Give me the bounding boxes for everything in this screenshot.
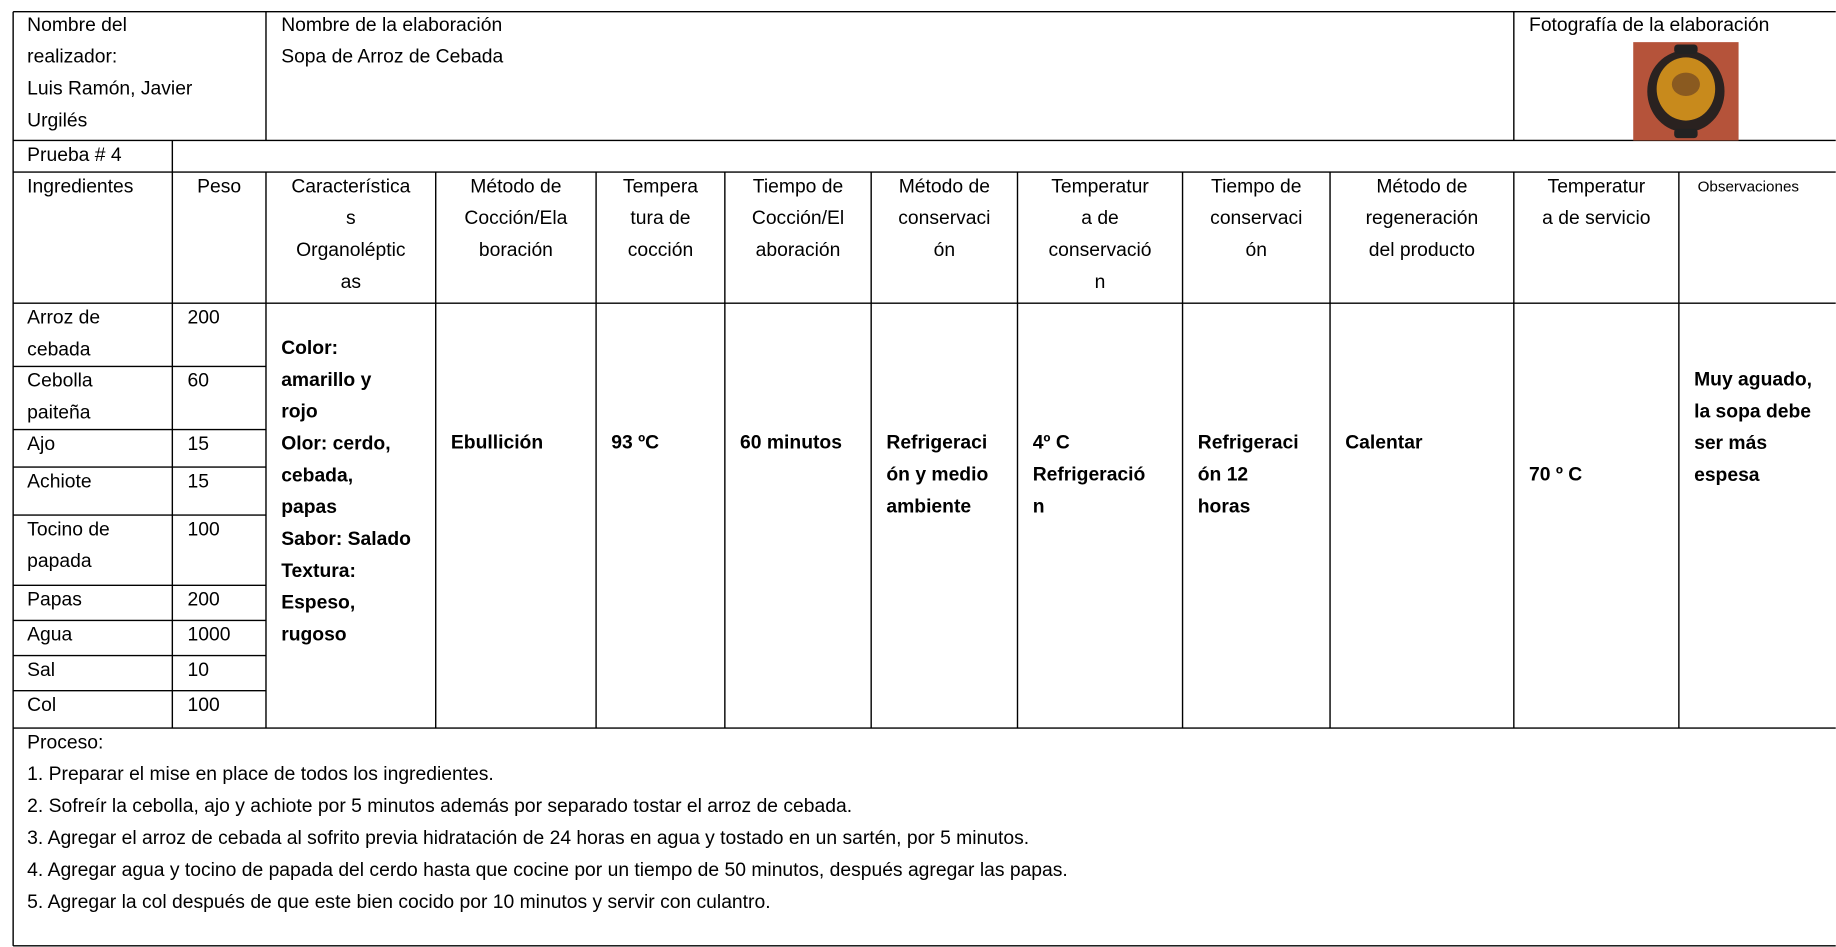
cooking-time: 60 minutos <box>740 433 842 454</box>
observations: ser más <box>1694 433 1767 454</box>
column-header: conservaci <box>1210 208 1302 229</box>
ingredient-weight: 15 <box>188 471 209 492</box>
column-header: boración <box>479 240 553 261</box>
organoleptic: Color: <box>281 338 338 359</box>
observations: Muy aguado, <box>1694 370 1812 391</box>
column-header: Tiempo de <box>753 176 843 197</box>
column-header: ón <box>1246 240 1267 261</box>
organoleptic: Textura: <box>281 561 356 582</box>
ingredient-weight: 200 <box>188 590 220 611</box>
ingredient-name: paiteña <box>27 403 91 424</box>
organoleptic: rojo <box>281 402 318 423</box>
column-header: Temperatur <box>1548 176 1646 197</box>
column-header: n <box>1095 272 1106 293</box>
column-header: Cocción/El <box>752 208 844 229</box>
column-header: Organoléptic <box>296 240 406 261</box>
column-header: a de <box>1081 208 1119 229</box>
organoleptic: Olor: cerdo, <box>281 433 390 454</box>
organoleptic: Espeso, <box>281 593 355 614</box>
column-header: Cocción/Ela <box>464 208 567 229</box>
organoleptic: cebada, <box>281 465 353 486</box>
ingredient-weight: 10 <box>188 660 209 681</box>
process-label: Proceso: <box>27 732 103 753</box>
ingredient-weight: 15 <box>188 434 209 455</box>
ingredient-name: papada <box>27 551 92 572</box>
ingredient-weight: 1000 <box>188 625 231 646</box>
ingredient-name: Agua <box>27 625 72 646</box>
ingredient-name: Cebolla <box>27 371 93 392</box>
conservation-method: ón y medio <box>886 465 988 486</box>
column-header: a de servicio <box>1542 208 1650 229</box>
dish-photo <box>1633 42 1739 141</box>
column-header: aboración <box>756 240 841 261</box>
ingredient-name: Tocino de <box>27 519 110 540</box>
column-header: Método de <box>470 176 561 197</box>
conservation-method: Refrigeraci <box>886 433 987 454</box>
column-header: Método de <box>899 176 990 197</box>
column-header: conservaci <box>898 208 990 229</box>
column-header: Temperatur <box>1051 176 1149 197</box>
process-step: 2. Sofreír la cebolla, ajo y achiote por… <box>27 796 852 817</box>
author-label: Nombre del <box>27 15 127 36</box>
column-header: Tempera <box>623 176 698 197</box>
column-header: Característica <box>291 176 410 197</box>
column-header: ón <box>934 240 955 261</box>
column-header: Peso <box>197 176 241 197</box>
ingredient-name: Achiote <box>27 471 91 492</box>
column-header: del producto <box>1369 240 1475 261</box>
dish-name: Sopa de Arroz de Cebada <box>281 46 503 67</box>
column-header: Ingredientes <box>27 176 133 197</box>
column-header: as <box>341 272 361 293</box>
ingredient-name: Col <box>27 695 56 716</box>
column-header: Tiempo de <box>1211 176 1301 197</box>
column-header: Método de <box>1376 176 1467 197</box>
conservation-time: ón 12 <box>1198 465 1248 486</box>
ingredient-name: Sal <box>27 660 55 681</box>
organoleptic: papas <box>281 497 337 518</box>
process-step: 3. Agregar el arroz de cebada al sofrito… <box>27 828 1029 849</box>
test-number: Prueba # 4 <box>27 145 122 166</box>
conservation-temperature: n <box>1033 496 1045 517</box>
ingredient-name: cebada <box>27 339 91 360</box>
serving-temperature: 70 º C <box>1529 464 1582 485</box>
observations: espesa <box>1694 465 1760 486</box>
conservation-method: ambiente <box>886 496 971 517</box>
conservation-temperature: Refrigeració <box>1033 465 1146 486</box>
ingredient-name: Ajo <box>27 434 55 455</box>
organoleptic: rugoso <box>281 624 347 645</box>
ingredient-weight: 60 <box>188 371 209 392</box>
ingredient-weight: 100 <box>188 519 220 540</box>
conservation-temperature: 4º C <box>1033 433 1070 454</box>
author: Luis Ramón, Javier <box>27 79 193 100</box>
grid <box>12 11 1836 947</box>
column-header: tura de <box>630 208 690 229</box>
photo-label: Fotografía de la elaboración <box>1529 15 1769 36</box>
conservation-time: Refrigeraci <box>1198 433 1299 454</box>
dish-label: Nombre de la elaboración <box>281 15 502 36</box>
ingredient-weight: 100 <box>188 695 220 716</box>
ingredient-weight: 200 <box>188 307 220 328</box>
author: Urgilés <box>27 110 87 131</box>
column-header: cocción <box>628 240 693 261</box>
ingredient-name: Papas <box>27 590 82 611</box>
cooking-method: Ebullición <box>451 433 543 454</box>
process-step: 5. Agregar la col después de que este bi… <box>27 892 770 913</box>
process-step: 1. Preparar el mise en place de todos lo… <box>27 764 494 785</box>
observations: la sopa debe <box>1694 401 1811 422</box>
organoleptic: Sabor: Salado <box>281 529 411 550</box>
column-header: conservació <box>1049 240 1152 261</box>
column-header: s <box>346 208 356 229</box>
ingredient-name: Arroz de <box>27 307 100 328</box>
column-header: regeneración <box>1366 208 1479 229</box>
conservation-time: horas <box>1198 496 1251 517</box>
cooking-temperature: 93 ºC <box>611 433 659 454</box>
organoleptic: amarillo y <box>281 370 371 391</box>
column-header: Observaciones <box>1698 178 1800 195</box>
process-step: 4. Agregar agua y tocino de papada del c… <box>27 860 1068 881</box>
author-label: realizador: <box>27 47 117 68</box>
regeneration-method: Calentar <box>1345 433 1423 454</box>
